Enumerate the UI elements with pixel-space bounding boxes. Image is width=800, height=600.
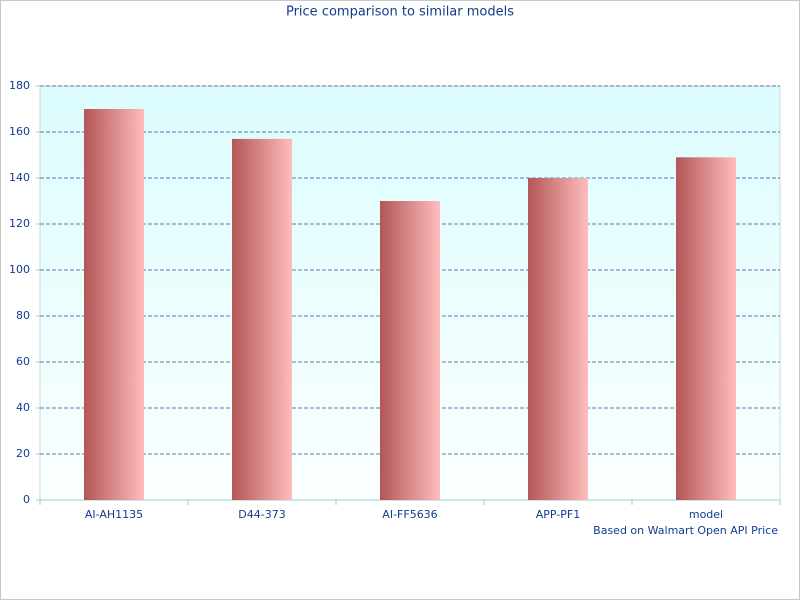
y-tick-label: 140 <box>9 171 30 184</box>
y-tick-label: 80 <box>16 309 30 322</box>
x-tick-label: model <box>689 508 723 521</box>
y-tick-label: 0 <box>23 493 30 506</box>
y-tick-label: 40 <box>16 401 30 414</box>
x-tick-label: AI-FF5636 <box>382 508 437 521</box>
y-tick-label: 100 <box>9 263 30 276</box>
chart-title: Price comparison to similar models <box>286 5 514 20</box>
y-tick-label: 180 <box>9 79 30 92</box>
y-tick-label: 160 <box>9 125 30 138</box>
x-tick-label: AI-AH1135 <box>85 508 143 521</box>
footnote: Based on Walmart Open API Price <box>593 524 778 537</box>
x-tick-label: APP-PF1 <box>536 508 580 521</box>
bar <box>380 201 440 500</box>
bar <box>676 157 736 501</box>
y-tick-label: 60 <box>16 355 30 368</box>
y-tick-label: 120 <box>9 217 30 230</box>
bar <box>528 178 588 500</box>
bar <box>84 109 144 500</box>
y-tick-label: 20 <box>16 447 30 460</box>
x-tick-label: D44-373 <box>238 508 285 521</box>
bar <box>232 138 292 500</box>
